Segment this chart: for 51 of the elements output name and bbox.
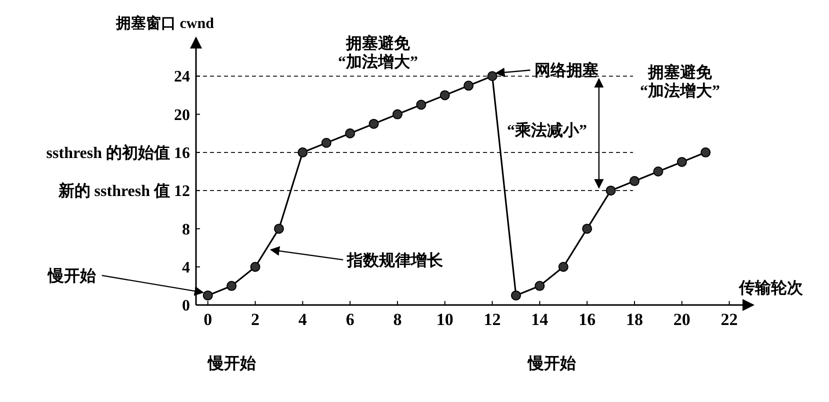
y-tick-label: 4	[182, 259, 190, 276]
x-tick-label: 0	[204, 310, 212, 329]
point	[416, 100, 426, 110]
point	[392, 109, 402, 120]
x-tick-label: 16	[578, 310, 596, 329]
annotation: 拥塞避免 “加法增大”	[338, 34, 418, 71]
x-tick-label: 4	[298, 310, 308, 329]
point	[368, 118, 379, 129]
annotation: 网络拥塞	[534, 60, 598, 80]
annotation: 慢开始	[46, 267, 97, 286]
point	[226, 280, 237, 291]
y-tick-label: 8	[182, 221, 190, 238]
point	[558, 262, 568, 272]
x-tick-label: 22	[720, 310, 738, 329]
point	[274, 224, 284, 234]
x-axis-title: 传输轮次	[738, 279, 804, 297]
x-tick-label: 18	[626, 310, 643, 329]
point	[464, 80, 474, 91]
point	[582, 224, 592, 234]
point	[606, 186, 616, 196]
point	[487, 71, 498, 82]
x-tick-label: 8	[393, 310, 402, 329]
y-tick-label: 新的 ssthresh 值 12	[57, 182, 190, 200]
x-tick-label: 2	[251, 310, 260, 329]
point	[250, 262, 260, 272]
point	[629, 176, 640, 186]
x-tick-label: 14	[531, 310, 549, 329]
text: 慢开始	[207, 354, 257, 373]
x-tick-label: 10	[436, 310, 454, 329]
point	[510, 290, 521, 300]
point	[534, 280, 545, 291]
y-tick-label: 20	[174, 106, 190, 124]
text: 慢开始	[527, 354, 577, 373]
y-tick-label: 0	[182, 298, 190, 315]
y-tick-label: ssthresh 的初始值 16	[46, 144, 190, 162]
point	[321, 138, 332, 148]
y-tick-label: 24	[174, 68, 190, 86]
point	[440, 90, 450, 100]
point	[700, 147, 711, 158]
annotation: 指数规律增长	[346, 251, 444, 270]
point	[676, 156, 687, 167]
annotation: “乘法减小”	[507, 122, 587, 140]
point	[653, 166, 664, 176]
annotation: 拥塞避免 “加法增大”	[640, 62, 720, 100]
x-tick-label: 6	[346, 310, 354, 329]
y-axis-title: 拥塞窗口 cwnd	[115, 14, 215, 32]
x-tick-label: 20	[673, 310, 690, 329]
point	[345, 128, 356, 138]
x-tick-label: 12	[484, 310, 501, 329]
point	[298, 147, 308, 158]
point	[202, 290, 213, 300]
